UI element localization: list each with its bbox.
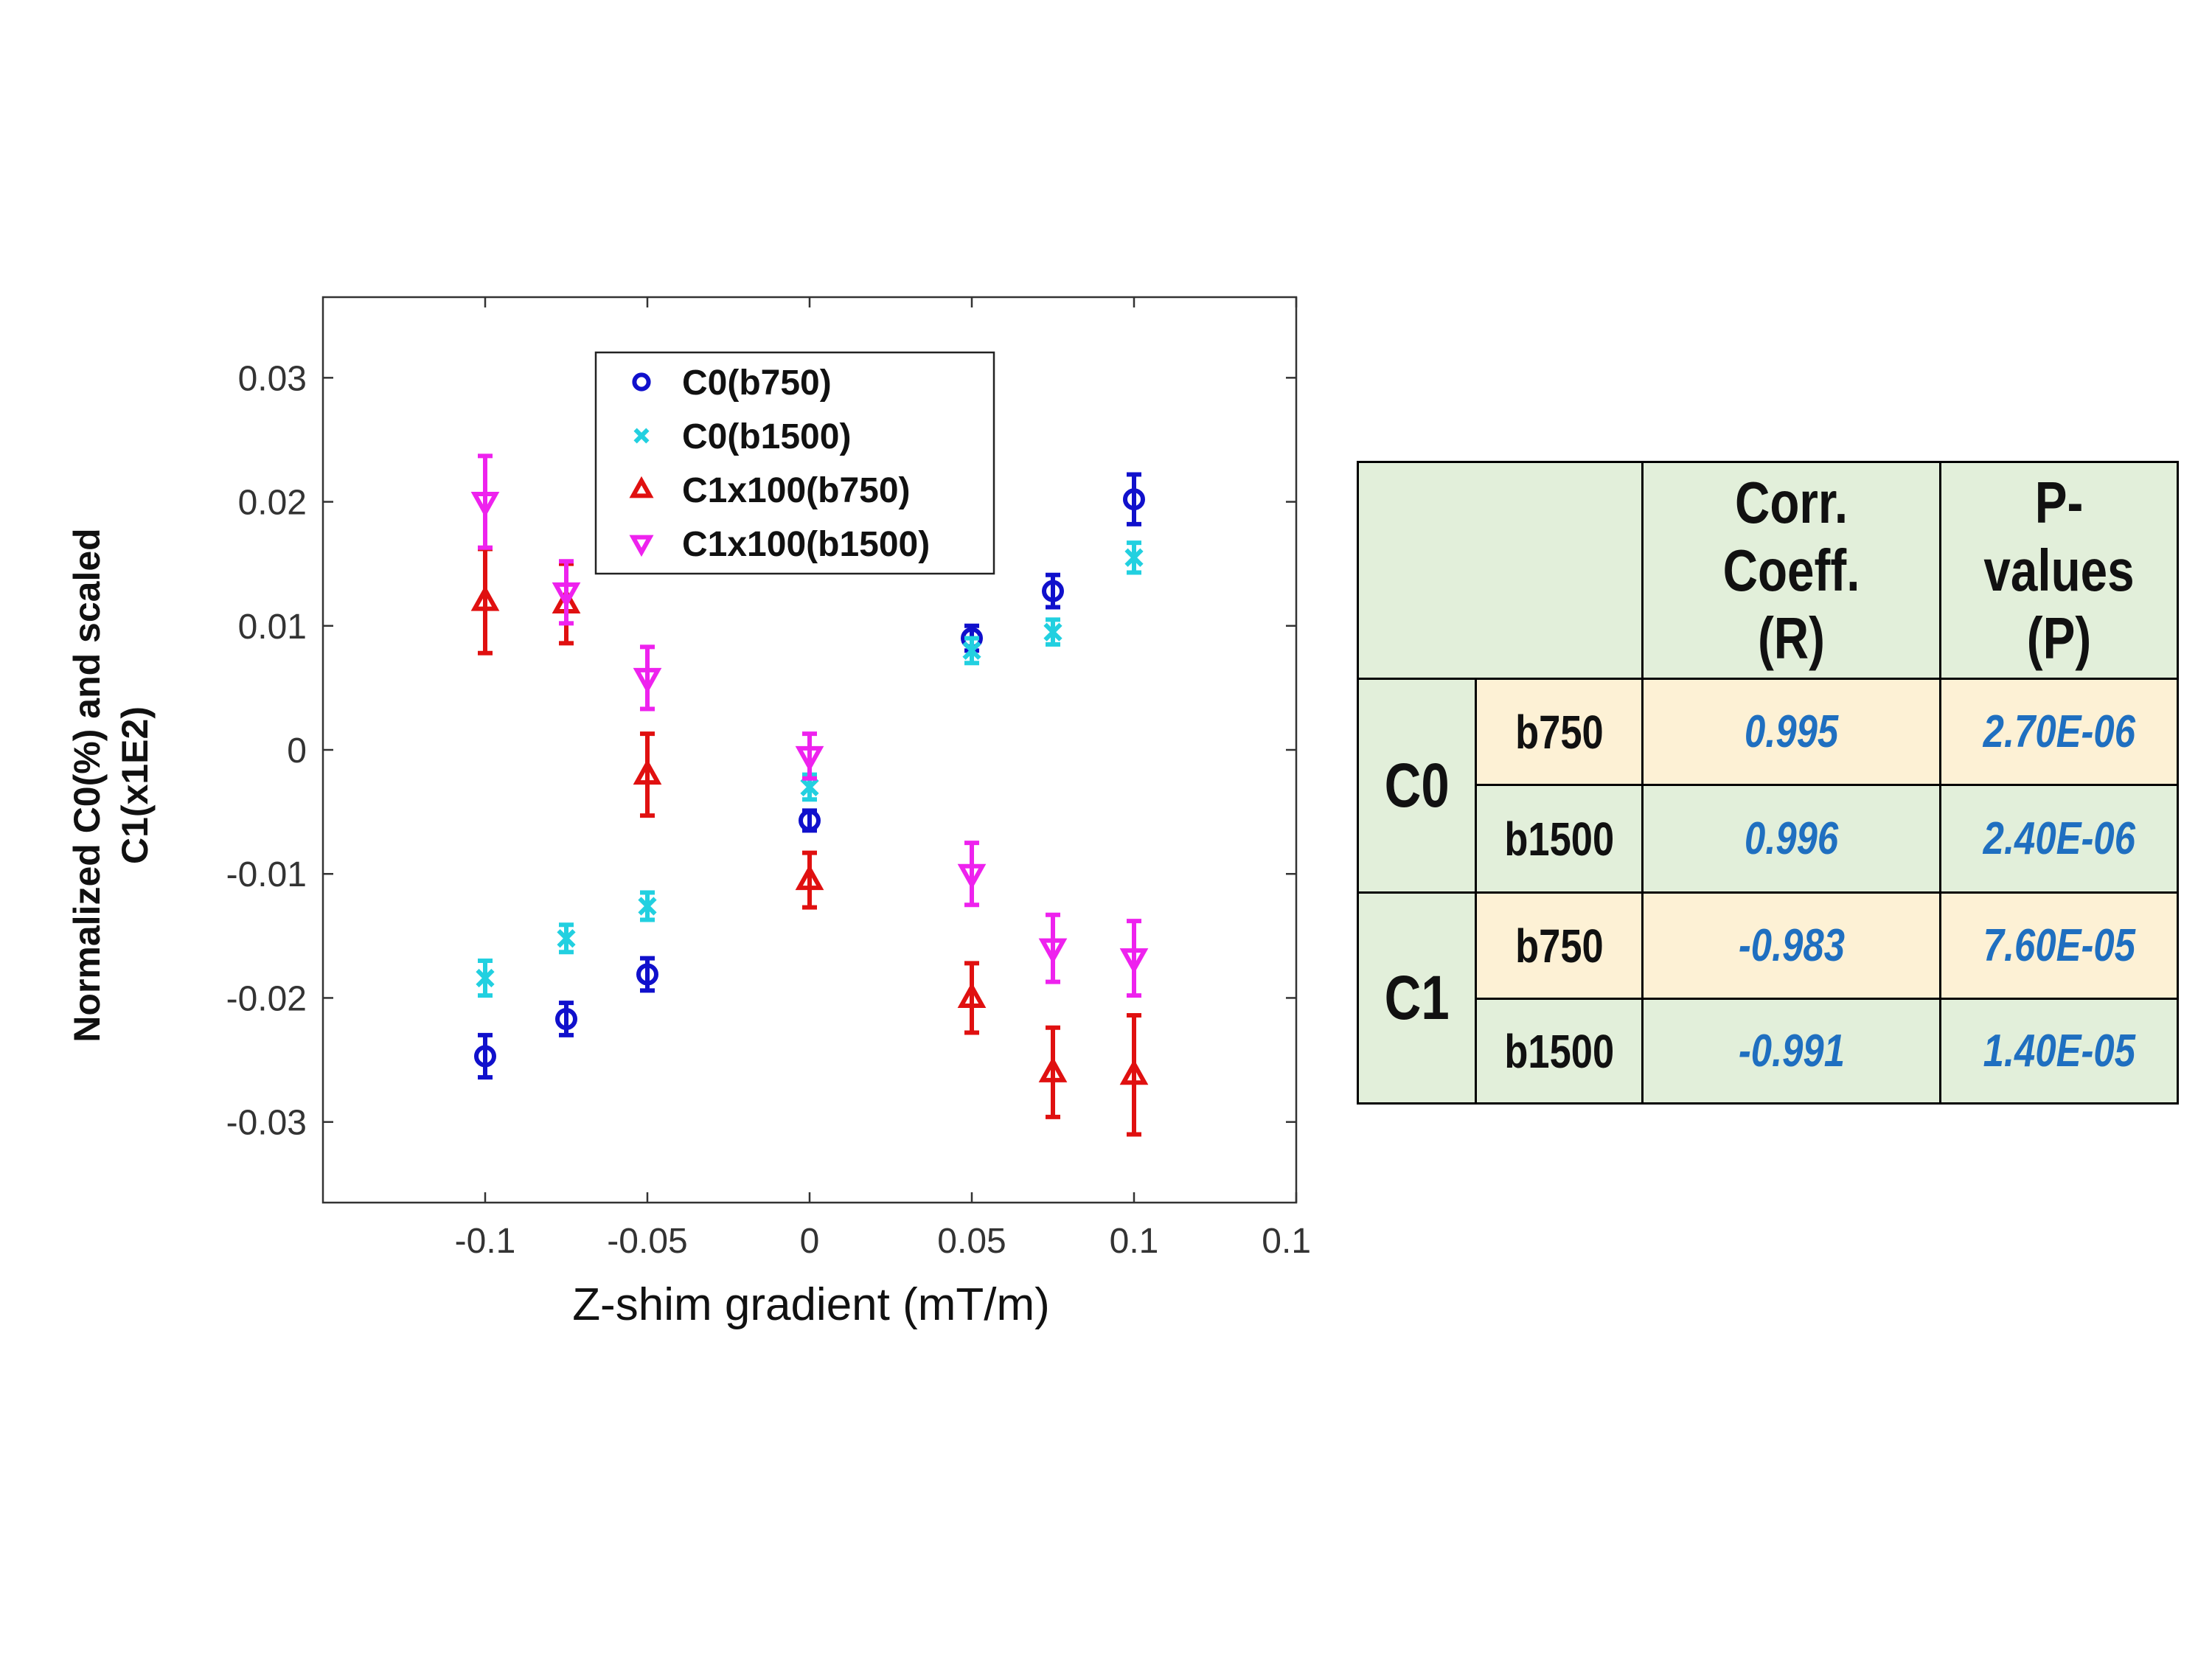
legend-label: C0(b750) <box>682 364 832 403</box>
legend-marker <box>632 372 651 392</box>
data-marks <box>470 453 1149 1137</box>
legend-marker <box>629 535 654 557</box>
y-tick-label: 0.02 <box>238 484 307 523</box>
data-point <box>476 968 495 988</box>
data-point <box>795 864 824 891</box>
data-point <box>470 492 500 518</box>
data-point <box>800 777 819 797</box>
data-point <box>1038 1057 1068 1082</box>
group-c0: C0 <box>1357 678 1477 894</box>
r-value: -0.983 <box>1641 891 1941 1000</box>
sub-label: b1500 <box>1475 784 1644 894</box>
data-point <box>474 1045 496 1068</box>
data-point <box>636 963 658 986</box>
y-tick-label: 0 <box>287 731 307 771</box>
data-point <box>1038 938 1068 964</box>
r-value: 0.996 <box>1641 784 1941 894</box>
data-point <box>470 585 500 611</box>
p-value: 2.70E-06 <box>1939 678 2179 786</box>
data-point <box>638 897 657 916</box>
y-tick-label: -0.03 <box>226 1104 307 1143</box>
r-value: 0.995 <box>1641 678 1941 786</box>
data-point <box>957 863 987 890</box>
x-tick-label: -0.05 <box>607 1222 687 1261</box>
x-axis: -0.1 -0.05 0 0.05 0.1 0.15 <box>455 297 1312 1261</box>
scatter-chart: -0.1 -0.05 0 0.05 0.1 0.15 0.03 0.02 0.01 0 -0.01… <box>66 296 1312 1330</box>
data-point <box>1042 580 1064 602</box>
data-point <box>1124 548 1144 567</box>
header-p-values: P-values (P) <box>1939 461 2179 680</box>
header-corr-coeff: Corr. Coeff. (R) <box>1641 461 1941 680</box>
data-point <box>1123 488 1145 511</box>
sub-label: b750 <box>1475 891 1644 1000</box>
p-value: 1.40E-05 <box>1939 998 2179 1105</box>
legend-label: C1x100(b1500) <box>682 525 930 564</box>
legend-marker <box>633 428 650 444</box>
y-axis-label-line1: Normalized C0(%) and scaled <box>66 528 108 1042</box>
y-axis-label-line2: C1(x1E2) <box>114 706 156 864</box>
y-tick-label: 0.01 <box>238 608 307 647</box>
y-tick-label: -0.01 <box>226 855 307 894</box>
data-point <box>795 745 824 772</box>
y-axis: 0.03 0.02 0.01 0 -0.01 -0.02 -0.03 <box>226 359 1296 1143</box>
data-point <box>1119 1059 1149 1085</box>
x-tick-label: 0 <box>800 1222 820 1261</box>
y-tick-label: -0.02 <box>226 979 307 1018</box>
p-value: 7.60E-05 <box>1939 891 2179 1000</box>
data-point <box>557 929 576 948</box>
data-point <box>962 641 981 661</box>
p-value: 2.40E-06 <box>1939 784 2179 894</box>
data-point <box>555 1008 577 1031</box>
x-tick-label: -0.1 <box>455 1222 516 1261</box>
x-tick-label: 0.15 <box>1262 1222 1312 1261</box>
series-1 <box>476 540 1144 998</box>
sub-label: b1500 <box>1475 998 1644 1105</box>
x-tick-label: 0.1 <box>1110 1222 1159 1261</box>
data-point <box>1043 622 1062 641</box>
legend-label: C1x100(b750) <box>682 471 911 510</box>
series-3 <box>470 453 1149 998</box>
legend: C0(b750) C0(b1500) C1x100(b750) C1x100(b150… <box>594 351 995 575</box>
sub-label: b750 <box>1475 678 1644 786</box>
legend-marker <box>629 476 654 498</box>
correlation-table: Corr. Coeff. (R) P-values (P) C0 b750 0.99… <box>1357 461 2179 1105</box>
data-point <box>1119 948 1149 974</box>
x-tick-label: 0.05 <box>937 1222 1006 1261</box>
r-value: -0.991 <box>1641 998 1941 1105</box>
data-point <box>957 982 987 1008</box>
legend-label: C0(b1500) <box>682 417 851 456</box>
group-c1: C1 <box>1357 891 1477 1105</box>
data-point <box>552 582 581 608</box>
y-tick-label: 0.03 <box>238 359 307 398</box>
data-point <box>633 759 662 785</box>
data-point <box>633 667 662 694</box>
table-corner-cell <box>1357 461 1644 680</box>
x-axis-label: Z-shim gradient (mT/m) <box>572 1279 1050 1330</box>
data-point <box>799 809 821 832</box>
